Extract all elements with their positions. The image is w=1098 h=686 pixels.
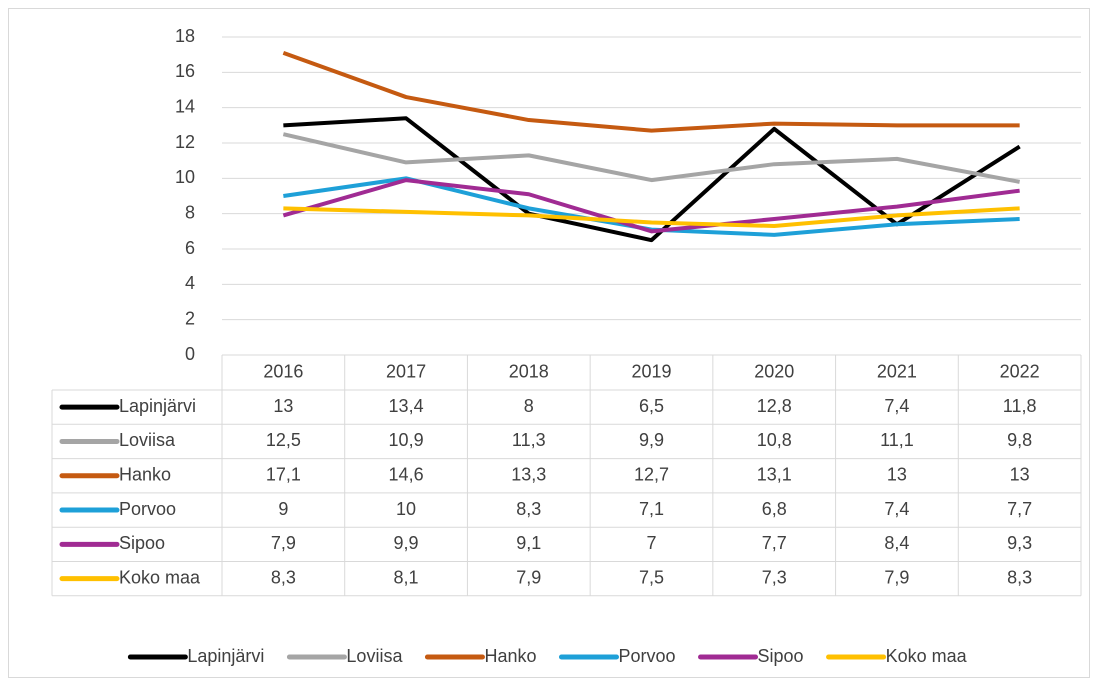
y-tick-label: 6 bbox=[185, 238, 195, 258]
table-cell: 11,3 bbox=[512, 430, 546, 450]
table-cell: 7,7 bbox=[762, 533, 787, 553]
y-tick-label: 12 bbox=[175, 132, 195, 152]
table-cell: 7,7 bbox=[1007, 499, 1032, 519]
table-cell: 7 bbox=[646, 533, 656, 553]
table-cell: 7,9 bbox=[884, 567, 909, 587]
table-row-label: Hanko bbox=[119, 465, 171, 485]
table-cell: 12,5 bbox=[266, 430, 301, 450]
legend-label: Loviisa bbox=[346, 646, 403, 666]
table-cell: 11,8 bbox=[1003, 396, 1037, 416]
table-cell: 9,1 bbox=[516, 533, 541, 553]
table-cell: 13,3 bbox=[511, 465, 546, 485]
legend-label: Lapinjärvi bbox=[187, 646, 264, 666]
table-cell: 6,5 bbox=[639, 396, 664, 416]
table-cell: 13,4 bbox=[389, 396, 424, 416]
table-cell: 9,3 bbox=[1007, 533, 1032, 553]
table-cell: 12,8 bbox=[757, 396, 792, 416]
table-row-label: Porvoo bbox=[119, 499, 176, 519]
table-cell: 9 bbox=[278, 499, 288, 519]
y-tick-label: 16 bbox=[175, 61, 195, 81]
y-tick-label: 4 bbox=[185, 273, 195, 293]
table-row-label: Koko maa bbox=[119, 567, 201, 587]
table-cell: 7,4 bbox=[884, 499, 909, 519]
table-cell: 9,8 bbox=[1007, 430, 1032, 450]
table-cell: 8 bbox=[524, 396, 534, 416]
table-cell: 7,4 bbox=[884, 396, 909, 416]
table-cell: 10,8 bbox=[757, 430, 792, 450]
x-tick-label: 2018 bbox=[509, 361, 549, 381]
y-tick-label: 2 bbox=[185, 308, 195, 328]
x-tick-label: 2021 bbox=[877, 361, 917, 381]
table-cell: 6,8 bbox=[762, 499, 787, 519]
table-row-label: Sipoo bbox=[119, 533, 165, 553]
legend-label: Hanko bbox=[484, 646, 536, 666]
table-cell: 17,1 bbox=[266, 465, 301, 485]
table-cell: 10,9 bbox=[389, 430, 424, 450]
table-cell: 13,1 bbox=[757, 465, 792, 485]
table-cell: 8,1 bbox=[394, 567, 419, 587]
table-cell: 10 bbox=[396, 499, 416, 519]
table-cell: 14,6 bbox=[389, 465, 424, 485]
table-cell: 13 bbox=[1010, 465, 1030, 485]
table-cell: 8,3 bbox=[271, 567, 296, 587]
legend-label: Koko maa bbox=[886, 646, 968, 666]
table-cell: 11,1 bbox=[880, 430, 914, 450]
legend-label: Sipoo bbox=[758, 646, 804, 666]
table-cell: 7,9 bbox=[271, 533, 296, 553]
series-line bbox=[283, 206, 1020, 229]
table-cell: 7,1 bbox=[639, 499, 664, 519]
x-tick-label: 2020 bbox=[754, 361, 794, 381]
y-tick-label: 18 bbox=[175, 26, 195, 46]
table-cell: 13 bbox=[887, 465, 907, 485]
table-row-label: Lapinjärvi bbox=[119, 396, 196, 416]
y-tick-label: 0 bbox=[185, 344, 195, 364]
table-cell: 8,3 bbox=[1007, 567, 1032, 587]
x-tick-label: 2022 bbox=[1000, 361, 1040, 381]
table-cell: 13 bbox=[273, 396, 293, 416]
x-tick-label: 2016 bbox=[263, 361, 303, 381]
table-cell: 9,9 bbox=[394, 533, 419, 553]
series-line bbox=[282, 51, 1020, 133]
y-tick-label: 8 bbox=[185, 202, 195, 222]
x-tick-label: 2017 bbox=[386, 361, 426, 381]
table-cell: 7,5 bbox=[639, 567, 664, 587]
table-cell: 8,3 bbox=[516, 499, 541, 519]
x-tick-label: 2019 bbox=[631, 361, 671, 381]
y-tick-label: 14 bbox=[175, 96, 195, 116]
y-tick-label: 10 bbox=[175, 167, 195, 187]
series-line bbox=[282, 178, 1020, 234]
table-row-label: Loviisa bbox=[119, 430, 176, 450]
table-cell: 8,4 bbox=[884, 533, 909, 553]
table-cell: 9,9 bbox=[639, 430, 664, 450]
table-cell: 7,3 bbox=[762, 567, 787, 587]
legend-label: Porvoo bbox=[618, 646, 675, 666]
table-cell: 7,9 bbox=[516, 567, 541, 587]
series-line bbox=[282, 132, 1021, 184]
table-cell: 12,7 bbox=[634, 465, 669, 485]
